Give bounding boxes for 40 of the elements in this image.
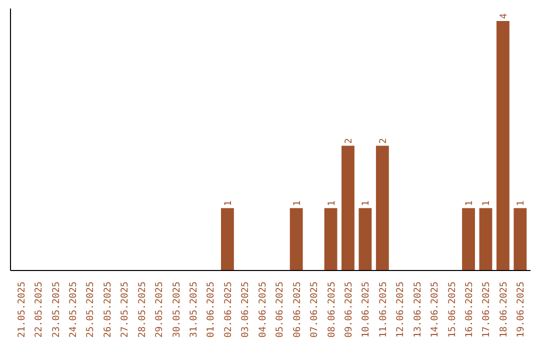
data-label: 4: [498, 12, 510, 19]
x-tick-label: 30.05.2025: [171, 281, 182, 338]
data-label: 1: [222, 200, 234, 206]
x-tick-label: 04.06.2025: [257, 281, 268, 338]
data-label: 1: [360, 200, 372, 206]
x-tick-label: 18.06.2025: [498, 281, 510, 338]
x-tick-label: 10.06.2025: [360, 281, 372, 338]
data-label: 1: [481, 200, 492, 206]
x-tick-label: 17.06.2025: [481, 281, 492, 338]
data-label: 1: [326, 200, 338, 206]
x-tick-label: 16.06.2025: [464, 281, 476, 338]
x-tick-label: 09.06.2025: [343, 281, 354, 338]
x-tick-label: 26.05.2025: [102, 281, 114, 338]
x-tick-label: 14.06.2025: [430, 281, 441, 338]
x-tick-label: 07.06.2025: [309, 281, 320, 338]
x-tick-label: 28.05.2025: [136, 281, 148, 338]
x-tick-label: 21.05.2025: [16, 281, 28, 338]
x-tick-label: 15.06.2025: [446, 281, 458, 338]
data-label: 1: [516, 200, 527, 206]
x-tick-label: 29.05.2025: [154, 281, 166, 338]
data-label: 2: [343, 138, 354, 144]
x-tick-label: 05.06.2025: [274, 281, 286, 338]
x-tick-label: 02.06.2025: [222, 281, 234, 338]
data-label: 2: [378, 138, 389, 144]
x-tick-label: 31.05.2025: [188, 281, 200, 338]
x-tick-label: 24.05.2025: [68, 281, 79, 338]
data-label: 1: [464, 200, 476, 206]
x-tick-label: 27.05.2025: [120, 281, 131, 338]
x-tick-label: 19.06.2025: [516, 281, 527, 338]
x-tick-label: 23.05.2025: [50, 281, 62, 338]
x-tick-label: 08.06.2025: [326, 281, 338, 338]
x-tick-label: 03.06.2025: [240, 281, 252, 338]
x-tick-label: 01.06.2025: [206, 281, 217, 338]
x-tick-label: 25.05.2025: [85, 281, 96, 338]
x-tick-label: 22.05.2025: [34, 281, 45, 338]
x-tick-label: 06.06.2025: [292, 281, 303, 338]
data-label: 1: [292, 200, 303, 206]
x-tick-label: 11.06.2025: [378, 281, 389, 338]
x-tick-label: 12.06.2025: [395, 281, 406, 338]
x-tick-label: 13.06.2025: [412, 281, 424, 338]
